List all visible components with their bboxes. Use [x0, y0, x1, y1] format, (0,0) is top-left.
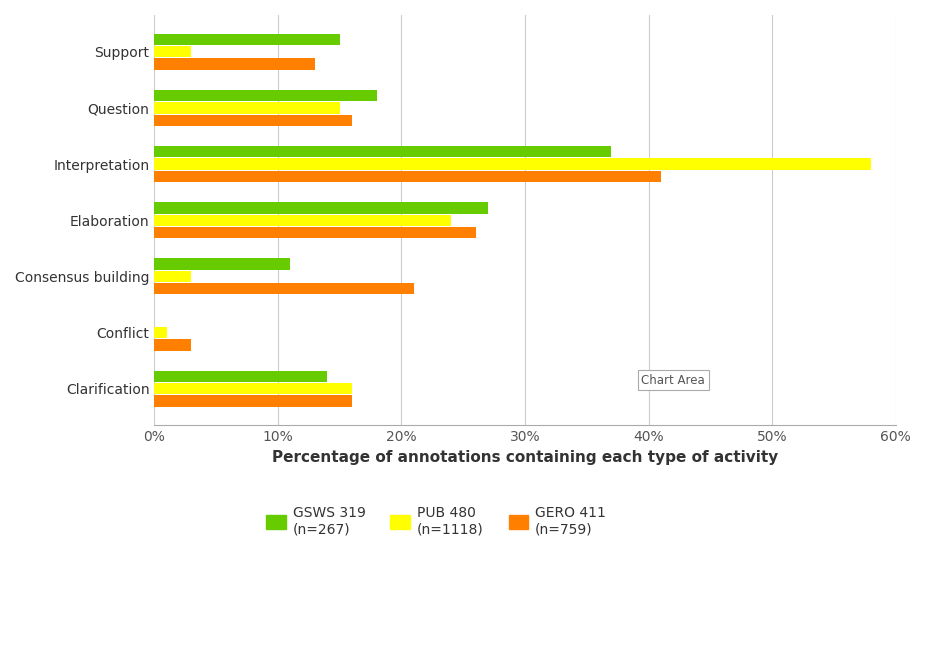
Bar	[155, 146, 611, 157]
Legend: GSWS 319
(n=267), PUB 480
(n=1118), GERO 411
(n=759): GSWS 319 (n=267), PUB 480 (n=1118), GERO…	[260, 500, 611, 542]
Bar	[155, 46, 192, 58]
Bar	[155, 170, 661, 182]
Bar	[155, 90, 377, 101]
Bar	[155, 327, 167, 338]
Bar	[155, 214, 451, 226]
Bar	[155, 271, 192, 282]
Text: Chart Area: Chart Area	[642, 374, 705, 387]
Bar	[155, 115, 352, 126]
Bar	[155, 259, 290, 270]
Bar	[155, 34, 340, 45]
Bar	[155, 340, 192, 351]
Bar	[155, 158, 871, 170]
X-axis label: Percentage of annotations containing each type of activity: Percentage of annotations containing eac…	[272, 450, 778, 465]
Bar	[155, 58, 315, 70]
Bar	[155, 395, 352, 407]
Bar	[155, 383, 352, 395]
Bar	[155, 202, 488, 214]
Bar	[155, 371, 327, 382]
Bar	[155, 283, 414, 294]
Bar	[155, 102, 340, 113]
Bar	[155, 227, 476, 238]
